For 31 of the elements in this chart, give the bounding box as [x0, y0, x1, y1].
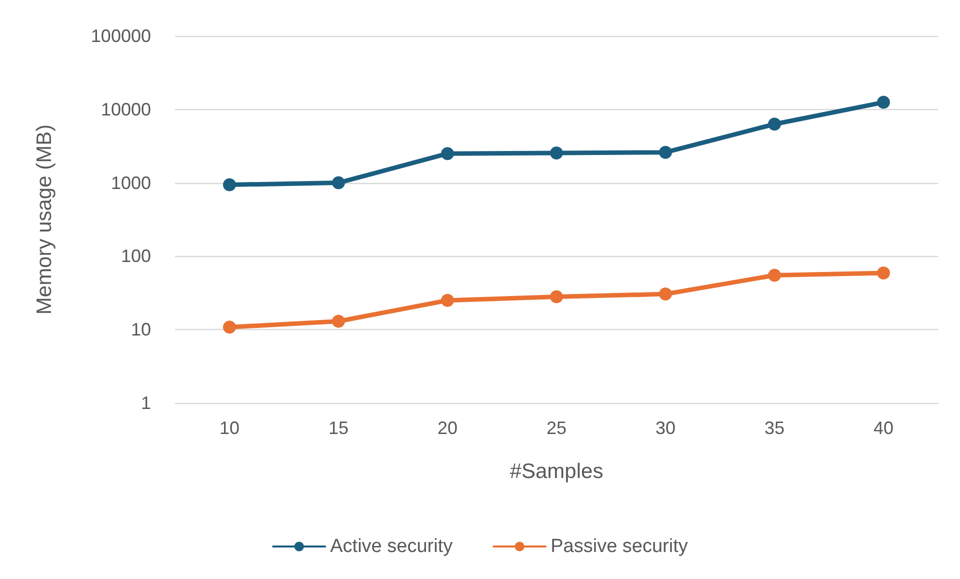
point	[659, 146, 672, 159]
x-tick-label: 20	[437, 418, 458, 438]
point	[768, 268, 781, 282]
point	[441, 147, 454, 160]
x-tick-label: 30	[655, 418, 676, 438]
x-tick-label: 40	[873, 418, 894, 438]
point	[223, 178, 236, 192]
point	[877, 266, 890, 280]
point	[332, 314, 345, 328]
x-tick-label: 15	[328, 418, 349, 438]
x-tick-label: 10	[219, 418, 240, 438]
y-tick-label: 1	[140, 393, 151, 413]
y-tick-label: 1000	[110, 172, 151, 193]
y-tick-label: 10000	[100, 99, 151, 120]
point	[550, 290, 563, 304]
x-tick-label: 25	[546, 418, 567, 438]
y-tick-label: 100000	[90, 26, 151, 46]
point	[550, 146, 563, 160]
point	[332, 176, 345, 190]
point	[223, 320, 236, 334]
point	[877, 96, 890, 109]
point	[659, 288, 672, 301]
y-tick-label: 100	[120, 246, 151, 266]
y-tick-label: 10	[130, 320, 151, 340]
legend-label: Passive security	[550, 536, 688, 557]
legend-label: Active security	[330, 536, 454, 557]
point	[441, 294, 454, 307]
x-tick-label: 35	[764, 418, 785, 438]
point	[768, 118, 781, 131]
x-axis-title: #Samples	[510, 460, 604, 483]
y-axis-title: Memory usage (MB)	[33, 124, 56, 315]
